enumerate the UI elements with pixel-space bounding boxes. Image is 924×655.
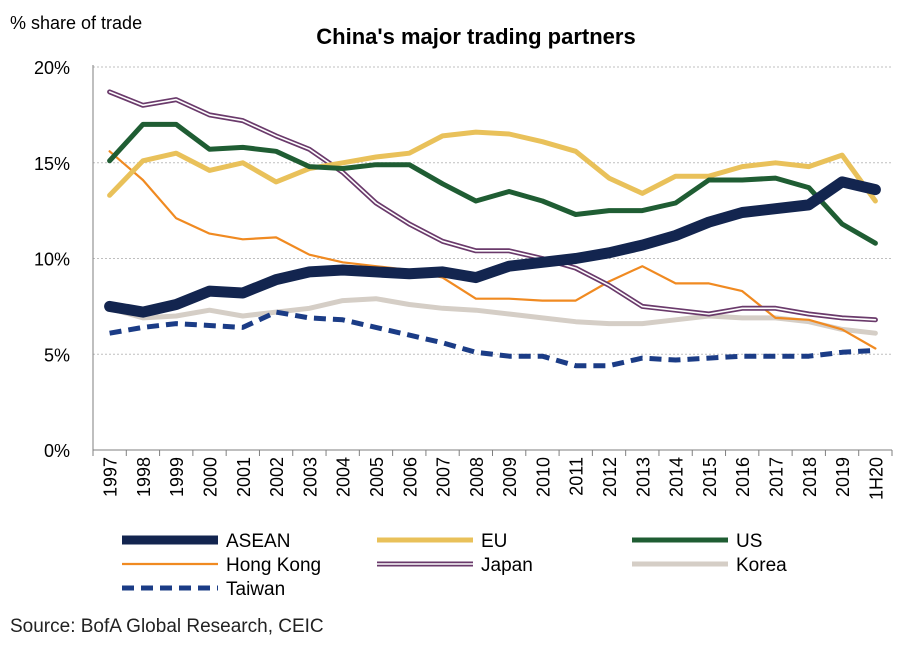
x-tick-label: 2016 bbox=[733, 457, 753, 497]
x-tick-label: 2017 bbox=[766, 457, 786, 497]
x-tick-label: 1999 bbox=[167, 457, 187, 497]
legend-label-asean: ASEAN bbox=[226, 531, 290, 552]
x-tick-label: 1998 bbox=[134, 457, 154, 497]
legend-label-eu: EU bbox=[481, 531, 507, 552]
y-tick-label: 5% bbox=[44, 345, 70, 365]
x-tick-label: 2014 bbox=[667, 457, 687, 497]
gridlines bbox=[92, 65, 892, 451]
series-line-japan-inner bbox=[108, 91, 877, 321]
x-tick-label: 2018 bbox=[800, 457, 820, 497]
legend: ASEAN EU US Hong Kong Japan Korea Taiwan bbox=[122, 531, 787, 600]
x-tick-label: 2012 bbox=[600, 457, 620, 497]
x-tick-label: 1H20 bbox=[866, 457, 886, 500]
x-tick-label: 2002 bbox=[267, 457, 287, 497]
x-tick-label: 2001 bbox=[234, 457, 254, 497]
x-tick-labels: 1997 1998 1999 2000 2001 2002 2003 2004 2005 2006… bbox=[92, 450, 893, 500]
source-note: Source: BofA Global Research, CEIC bbox=[10, 616, 324, 637]
series-lines bbox=[104, 89, 881, 369]
x-tick-label: 2019 bbox=[833, 457, 853, 497]
x-tick-label: 2004 bbox=[334, 457, 354, 497]
x-tick-label: 2013 bbox=[633, 457, 653, 497]
y-axis-label: % share of trade bbox=[10, 13, 142, 33]
legend-label-us: US bbox=[736, 531, 762, 552]
series-line-eu bbox=[107, 129, 878, 204]
x-tick-label: 1997 bbox=[101, 457, 121, 497]
series-line-korea bbox=[107, 296, 878, 336]
series-line-taiwan bbox=[109, 309, 876, 369]
y-tick-labels: 0% 5% 10% 15% 20% bbox=[34, 58, 70, 461]
legend-label-korea: Korea bbox=[736, 555, 787, 576]
x-tick-label: 2010 bbox=[533, 457, 553, 497]
x-tick-label: 2011 bbox=[567, 457, 587, 496]
series-line-asean bbox=[104, 176, 881, 318]
chart-title: China's major trading partners bbox=[316, 24, 635, 49]
legend-label-japan: Japan bbox=[481, 555, 533, 576]
x-tick-label: 2009 bbox=[500, 457, 520, 497]
x-tick-label: 2000 bbox=[201, 457, 221, 497]
series-line-us bbox=[107, 121, 878, 246]
legend-label-hong-kong: Hong Kong bbox=[226, 555, 321, 576]
y-tick-label: 0% bbox=[44, 441, 70, 461]
x-tick-label: 2003 bbox=[300, 457, 320, 497]
x-tick-label: 2006 bbox=[400, 457, 420, 497]
x-tick-label: 2008 bbox=[467, 457, 487, 497]
y-tick-label: 20% bbox=[34, 58, 70, 78]
y-tick-label: 10% bbox=[34, 250, 70, 270]
legend-label-taiwan: Taiwan bbox=[226, 579, 285, 600]
x-tick-label: 2005 bbox=[367, 457, 387, 497]
series-line-hong-kong bbox=[108, 150, 877, 350]
x-tick-label: 2007 bbox=[434, 457, 454, 497]
y-tick-label: 15% bbox=[34, 154, 70, 174]
x-tick-label: 2015 bbox=[700, 457, 720, 497]
